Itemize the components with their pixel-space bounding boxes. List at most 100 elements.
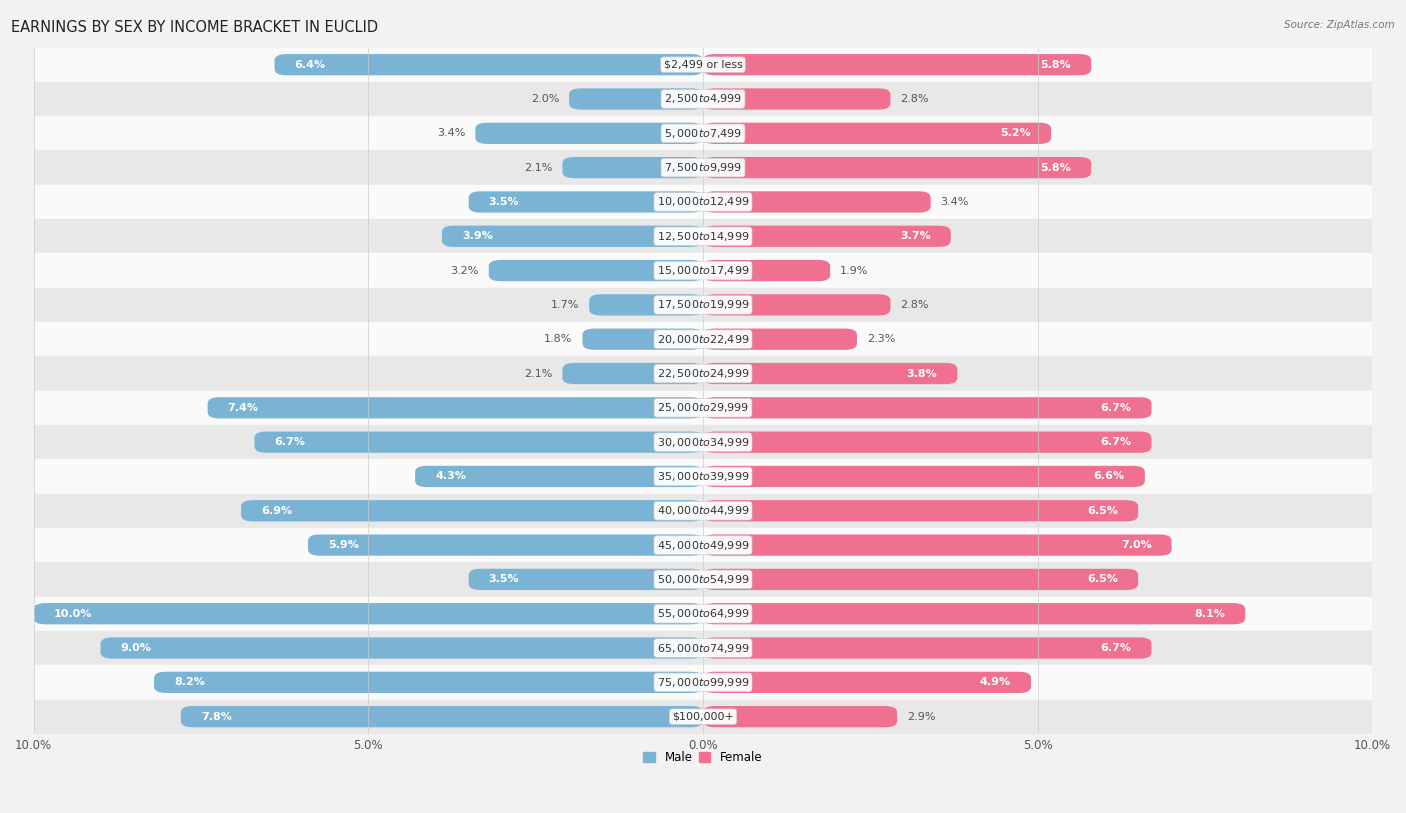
Text: 5.8%: 5.8% — [1040, 59, 1071, 70]
Text: $30,000 to $34,999: $30,000 to $34,999 — [657, 436, 749, 449]
Bar — [34, 563, 1372, 597]
FancyBboxPatch shape — [468, 569, 703, 590]
FancyBboxPatch shape — [254, 432, 703, 453]
Bar — [34, 219, 1372, 254]
Text: 2.8%: 2.8% — [900, 300, 929, 310]
Text: $45,000 to $49,999: $45,000 to $49,999 — [657, 538, 749, 551]
FancyBboxPatch shape — [274, 54, 703, 76]
FancyBboxPatch shape — [703, 569, 1137, 590]
Bar — [34, 528, 1372, 563]
Text: $10,000 to $12,499: $10,000 to $12,499 — [657, 195, 749, 208]
FancyBboxPatch shape — [703, 363, 957, 385]
Bar — [34, 185, 1372, 219]
Text: $15,000 to $17,499: $15,000 to $17,499 — [657, 264, 749, 277]
Text: 6.5%: 6.5% — [1087, 506, 1118, 515]
Text: $65,000 to $74,999: $65,000 to $74,999 — [657, 641, 749, 654]
Text: $2,499 or less: $2,499 or less — [664, 59, 742, 70]
FancyBboxPatch shape — [240, 500, 703, 521]
Text: $12,500 to $14,999: $12,500 to $14,999 — [657, 230, 749, 243]
FancyBboxPatch shape — [441, 226, 703, 247]
Text: 4.9%: 4.9% — [980, 677, 1011, 687]
FancyBboxPatch shape — [589, 294, 703, 315]
Text: 6.7%: 6.7% — [1101, 402, 1132, 413]
Text: $7,500 to $9,999: $7,500 to $9,999 — [664, 161, 742, 174]
FancyBboxPatch shape — [703, 637, 1152, 659]
Text: 3.4%: 3.4% — [941, 197, 969, 207]
Text: $22,500 to $24,999: $22,500 to $24,999 — [657, 367, 749, 380]
FancyBboxPatch shape — [489, 260, 703, 281]
Bar — [34, 665, 1372, 699]
Text: 7.0%: 7.0% — [1121, 540, 1152, 550]
FancyBboxPatch shape — [703, 466, 1144, 487]
FancyBboxPatch shape — [703, 432, 1152, 453]
Text: $25,000 to $29,999: $25,000 to $29,999 — [657, 402, 749, 415]
Text: 3.2%: 3.2% — [450, 266, 478, 276]
Text: 8.1%: 8.1% — [1194, 609, 1225, 619]
Text: 3.4%: 3.4% — [437, 128, 465, 138]
FancyBboxPatch shape — [703, 54, 1091, 76]
Text: 5.9%: 5.9% — [328, 540, 359, 550]
Text: 1.8%: 1.8% — [544, 334, 572, 344]
Text: $5,000 to $7,499: $5,000 to $7,499 — [664, 127, 742, 140]
Text: 6.7%: 6.7% — [1101, 437, 1132, 447]
Text: 3.5%: 3.5% — [489, 575, 519, 585]
FancyBboxPatch shape — [569, 89, 703, 110]
Text: $55,000 to $64,999: $55,000 to $64,999 — [657, 607, 749, 620]
Text: 3.5%: 3.5% — [489, 197, 519, 207]
Text: 2.0%: 2.0% — [530, 94, 560, 104]
Bar — [34, 459, 1372, 493]
Text: $50,000 to $54,999: $50,000 to $54,999 — [657, 573, 749, 586]
Bar — [34, 597, 1372, 631]
FancyBboxPatch shape — [208, 398, 703, 419]
FancyBboxPatch shape — [562, 157, 703, 178]
Text: $75,000 to $99,999: $75,000 to $99,999 — [657, 676, 749, 689]
Text: Source: ZipAtlas.com: Source: ZipAtlas.com — [1284, 20, 1395, 30]
Text: $2,500 to $4,999: $2,500 to $4,999 — [664, 93, 742, 106]
FancyBboxPatch shape — [703, 534, 1171, 556]
FancyBboxPatch shape — [100, 637, 703, 659]
FancyBboxPatch shape — [562, 363, 703, 385]
Bar — [34, 150, 1372, 185]
Text: 2.9%: 2.9% — [907, 711, 935, 722]
Text: $17,500 to $19,999: $17,500 to $19,999 — [657, 298, 749, 311]
FancyBboxPatch shape — [468, 191, 703, 212]
Text: 6.4%: 6.4% — [295, 59, 326, 70]
Text: 9.0%: 9.0% — [121, 643, 152, 653]
FancyBboxPatch shape — [582, 328, 703, 350]
Text: 6.9%: 6.9% — [262, 506, 292, 515]
FancyBboxPatch shape — [703, 706, 897, 728]
Text: 2.1%: 2.1% — [524, 368, 553, 379]
FancyBboxPatch shape — [703, 89, 890, 110]
Text: 2.3%: 2.3% — [868, 334, 896, 344]
FancyBboxPatch shape — [703, 500, 1137, 521]
FancyBboxPatch shape — [703, 328, 858, 350]
Text: 6.7%: 6.7% — [1101, 643, 1132, 653]
Bar — [34, 699, 1372, 734]
Text: 10.0%: 10.0% — [53, 609, 91, 619]
Text: EARNINGS BY SEX BY INCOME BRACKET IN EUCLID: EARNINGS BY SEX BY INCOME BRACKET IN EUC… — [11, 20, 378, 35]
Text: 3.9%: 3.9% — [463, 231, 494, 241]
FancyBboxPatch shape — [181, 706, 703, 728]
FancyBboxPatch shape — [703, 260, 830, 281]
Bar — [34, 356, 1372, 391]
Legend: Male, Female: Male, Female — [638, 746, 768, 769]
Text: 2.8%: 2.8% — [900, 94, 929, 104]
Text: 7.8%: 7.8% — [201, 711, 232, 722]
Text: 3.7%: 3.7% — [900, 231, 931, 241]
FancyBboxPatch shape — [34, 603, 703, 624]
Bar — [34, 493, 1372, 528]
FancyBboxPatch shape — [308, 534, 703, 556]
FancyBboxPatch shape — [475, 123, 703, 144]
Text: 3.8%: 3.8% — [907, 368, 938, 379]
Text: $100,000+: $100,000+ — [672, 711, 734, 722]
Bar — [34, 631, 1372, 665]
Text: 5.8%: 5.8% — [1040, 163, 1071, 172]
Text: $20,000 to $22,499: $20,000 to $22,499 — [657, 333, 749, 346]
FancyBboxPatch shape — [703, 603, 1246, 624]
Text: 1.7%: 1.7% — [551, 300, 579, 310]
Bar — [34, 425, 1372, 459]
FancyBboxPatch shape — [703, 294, 890, 315]
Text: 6.5%: 6.5% — [1087, 575, 1118, 585]
Text: 8.2%: 8.2% — [174, 677, 205, 687]
Text: $40,000 to $44,999: $40,000 to $44,999 — [657, 504, 749, 517]
